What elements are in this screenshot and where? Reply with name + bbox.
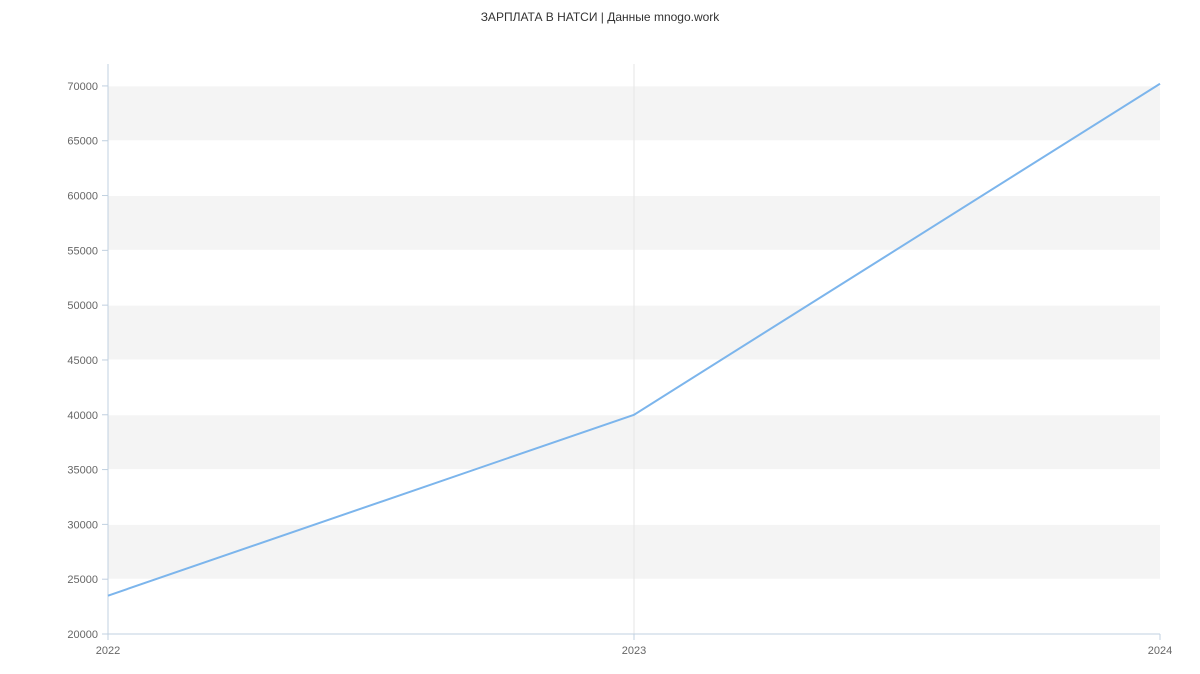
x-tick-label: 2024 [1148,645,1172,657]
y-tick-label: 55000 [67,245,98,257]
y-tick-label: 70000 [67,81,98,93]
y-tick-label: 20000 [67,629,98,641]
x-tick-label: 2022 [96,645,120,657]
chart-svg: 20000 25000 30000 35000 40000 45000 50000 55000… [0,24,1200,674]
y-tick-label: 40000 [67,410,98,422]
y-tick-label: 50000 [67,300,98,312]
y-tick-label: 30000 [67,519,98,531]
y-tick-label: 60000 [67,191,98,203]
y-tick-label: 45000 [67,355,98,367]
chart-title: ЗАРПЛАТА В НАТСИ | Данные mnogo.work [0,0,1200,24]
x-tick-label: 2023 [622,645,646,657]
y-tick-label: 35000 [67,465,98,477]
y-tick-label: 65000 [67,136,98,148]
y-tick-label: 25000 [67,574,98,586]
line-chart: ЗАРПЛАТА В НАТСИ | Данные mnogo.work 200… [0,0,1200,650]
